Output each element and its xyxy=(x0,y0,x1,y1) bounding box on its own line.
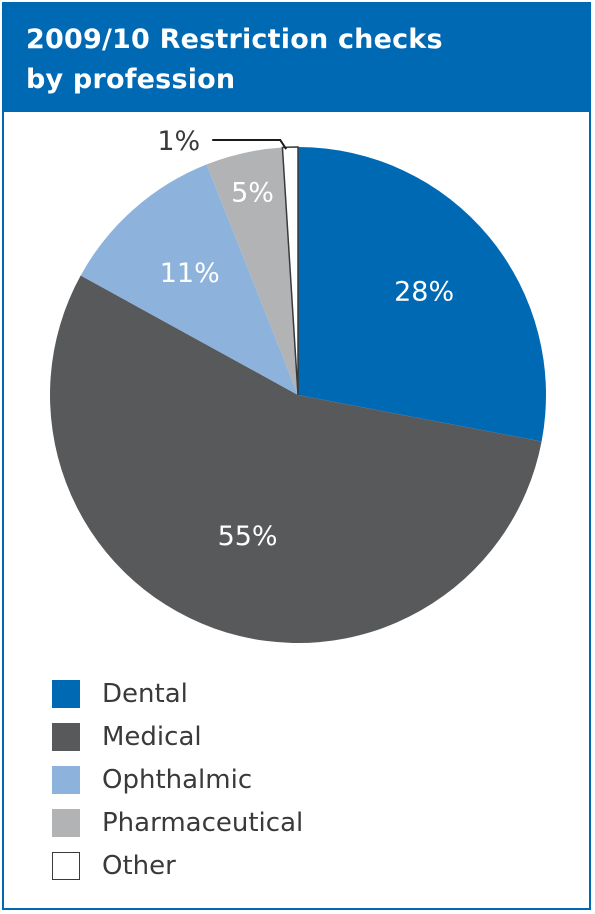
legend-item-other: Other xyxy=(52,844,303,887)
legend-swatch-ophthalmic xyxy=(52,765,80,794)
chart-header: 2009/10 Restriction checks by profession xyxy=(4,4,589,112)
chart-title-line-1: 2009/10 Restriction checks xyxy=(26,24,443,55)
legend-label-other: Other xyxy=(102,850,176,881)
slice-label-dental: 28% xyxy=(394,277,454,308)
legend-swatch-dental xyxy=(52,679,80,708)
legend-item-ophthalmic: Ophthalmic xyxy=(52,758,303,801)
chart-legend: Dental Medical Ophthalmic Pharmaceutical Oth… xyxy=(52,672,303,887)
legend-swatch-other xyxy=(52,851,80,880)
legend-item-dental: Dental xyxy=(52,672,303,715)
legend-label-pharmaceutical: Pharmaceutical xyxy=(102,807,304,838)
slice-label-ophthalmic: 11% xyxy=(160,258,220,289)
leader-line-other xyxy=(212,139,288,150)
pie-slice-other xyxy=(281,146,299,396)
legend-item-medical: Medical xyxy=(52,715,303,758)
slice-label-pharmaceutical: 5% xyxy=(231,178,274,209)
legend-swatch-pharmaceutical xyxy=(52,808,80,837)
legend-label-dental: Dental xyxy=(102,678,188,709)
slice-label-medical: 55% xyxy=(218,521,278,552)
legend-swatch-medical xyxy=(52,722,80,751)
legend-label-medical: Medical xyxy=(102,721,202,752)
pie-slice-dental xyxy=(298,147,546,442)
legend-item-pharmaceutical: Pharmaceutical xyxy=(52,801,303,844)
pie-slice-pharmaceutical xyxy=(206,147,298,395)
legend-label-ophthalmic: Ophthalmic xyxy=(102,764,253,795)
chart-title: 2009/10 Restriction checks by profession xyxy=(26,20,567,100)
chart-title-line-2: by profession xyxy=(26,64,236,95)
pie-slice-ophthalmic xyxy=(80,164,299,395)
pie-slice-medical xyxy=(49,275,542,643)
slice-label-other: 1% xyxy=(157,126,200,157)
